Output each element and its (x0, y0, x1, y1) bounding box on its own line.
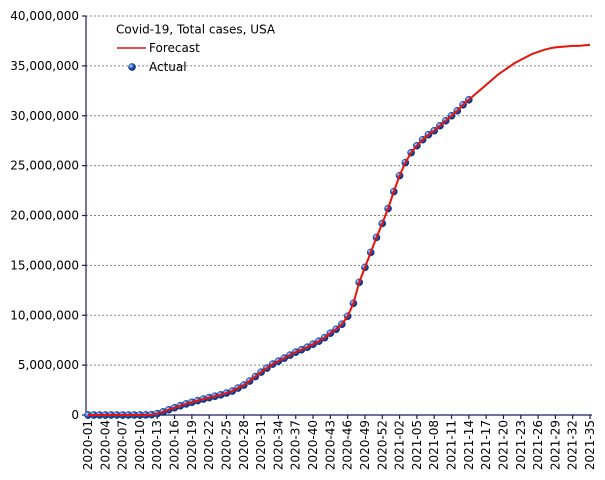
y-tick-label: 5,000,000 (18, 358, 79, 372)
x-tick-label: 2021-14 (462, 420, 476, 470)
x-tick-label: 2020-07 (116, 420, 130, 470)
x-tick-label: 2020-01 (81, 420, 95, 470)
legend: Covid-19, Total cases, USA Forecast Actua… (116, 23, 276, 75)
grid: 0 5,000,000 10,000,000 15,000,000 20,000,000… (10, 9, 597, 470)
x-tick-label: 2021-08 (427, 420, 441, 470)
x-tick-label: 2021-11 (445, 420, 459, 470)
x-tick-label: 2020-31 (254, 420, 268, 470)
series-line (88, 43, 591, 416)
y-tick-label: 10,000,000 (10, 308, 79, 322)
x-tick-label: 2020-13 (150, 420, 164, 470)
x-tick-label: 2020-25 (219, 420, 233, 470)
chart-title: Covid-19, Total cases, USA (116, 23, 276, 37)
y-tick-label: 15,000,000 (10, 258, 79, 272)
x-tick-label: 2021-32 (566, 420, 580, 470)
x-tick-label: 2020-34 (271, 420, 285, 470)
legend-label: Forecast (149, 41, 200, 55)
x-tick-label: 2020-16 (168, 420, 182, 470)
x-tick-label: 2020-46 (341, 420, 355, 470)
x-tick-label: 2021-35 (583, 420, 597, 470)
y-tick-label: 20,000,000 (10, 209, 79, 223)
x-tick-label: 2020-40 (306, 420, 320, 470)
y-tick-label: 0 (71, 408, 79, 422)
plot (84, 43, 591, 419)
x-tick-label: 2020-37 (289, 420, 303, 470)
legend-label: Actual (149, 60, 187, 74)
x-tick-label: 2020-52 (375, 420, 389, 470)
x-tick-label: 2021-02 (393, 420, 407, 470)
x-tick-label: 2021-05 (410, 420, 424, 470)
x-tick-label: 2020-43 (323, 420, 337, 470)
x-tick-label: 2020-28 (237, 420, 251, 470)
x-tick-label: 2021-26 (531, 420, 545, 470)
y-tick-label: 30,000,000 (10, 109, 79, 123)
x-tick-label: 2020-22 (202, 420, 216, 470)
x-tick-label: 2021-23 (514, 420, 528, 470)
y-tick-label: 25,000,000 (10, 159, 79, 173)
x-tick-label: 2021-17 (479, 420, 493, 470)
x-tick-label: 2020-04 (98, 420, 112, 470)
x-tick-label: 2021-20 (496, 420, 510, 470)
y-tick-label: 40,000,000 (10, 9, 79, 23)
legend-marker (128, 63, 136, 71)
x-tick-label: 2021-29 (548, 420, 562, 470)
x-tick-label: 2020-10 (133, 420, 147, 470)
y-tick-label: 35,000,000 (10, 59, 79, 73)
x-tick-label: 2020-49 (358, 420, 372, 470)
x-tick-label: 2020-19 (185, 420, 199, 470)
